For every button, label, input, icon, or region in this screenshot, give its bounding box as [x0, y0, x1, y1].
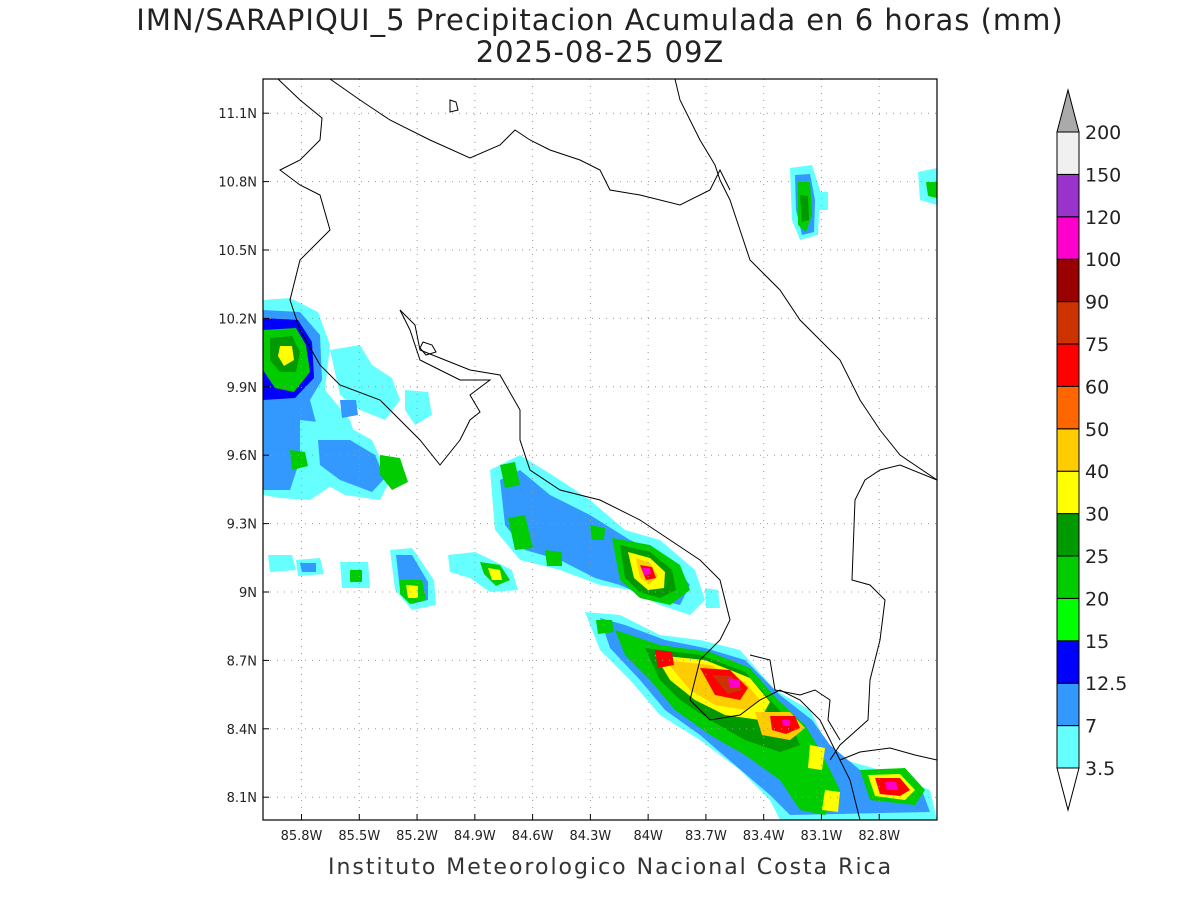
lat-tick-label: 10.8N: [218, 176, 257, 191]
legend-level-label: 50: [1085, 419, 1109, 441]
legend-level-label: 25: [1085, 546, 1109, 568]
legend-level-label: 15: [1085, 631, 1109, 653]
map-gridlines: [263, 79, 937, 820]
lat-tick-label: 8.4N: [227, 723, 257, 738]
legend-level-label: 40: [1085, 461, 1109, 483]
legend-color-box: [1056, 343, 1080, 387]
latitude-labels: 11.1N 10.8N 10.5N 10.2N 9.9N 9.6N 9.3N 9N 8.7N 8.…: [218, 107, 269, 806]
lon-tick-label: 82.8W: [858, 829, 900, 844]
legend-level-label: 7: [1085, 716, 1097, 738]
legend-color-box: [1056, 258, 1080, 303]
lon-tick-label: 84.9W: [454, 829, 496, 844]
legend-level-label: 100: [1085, 249, 1121, 271]
legend-color-box: [1056, 173, 1080, 218]
lat-tick-label: 9.3N: [227, 518, 257, 533]
legend-color-box: [1056, 301, 1080, 345]
legend-color-box: [1056, 597, 1080, 642]
lon-tick-label: 84.3W: [569, 829, 611, 844]
legend-color-box: [1056, 428, 1080, 472]
footer-credit: Instituto Meteorologico Nacional Costa R…: [328, 855, 894, 880]
legend-color-box: [1056, 555, 1080, 599]
legend-level-label: 3.5: [1085, 758, 1115, 780]
legend-level-label: 30: [1085, 504, 1109, 526]
legend-level-label: 150: [1085, 164, 1121, 186]
lat-tick-label: 11.1N: [218, 107, 257, 122]
lat-tick-label: 9.9N: [227, 381, 257, 396]
lon-tick-label: 83.4W: [743, 829, 785, 844]
longitude-labels: 85.8W 85.5W 85.2W 84.9W 84.6W 84.3W 84W 83.7W 83…: [281, 814, 900, 844]
legend-level-label: 75: [1085, 334, 1109, 356]
legend-color-box: [1056, 640, 1080, 684]
legend-color-box: [1056, 385, 1080, 430]
lat-tick-label: 10.2N: [218, 312, 257, 327]
lon-tick-label: 84.6W: [512, 829, 554, 844]
lon-tick-label: 85.8W: [281, 829, 323, 844]
legend-level-label: 200: [1085, 122, 1121, 144]
map-frame: [262, 78, 938, 821]
precip-cell-central-pacific: [490, 455, 705, 615]
legend-color-box: [1056, 216, 1080, 260]
legend-color-box: [1056, 513, 1080, 557]
legend-color-box: [1056, 682, 1080, 727]
legend-level-label: 20: [1085, 588, 1109, 610]
lat-tick-label: 8.1N: [227, 791, 257, 806]
precip-cell-guanacaste: [263, 298, 432, 500]
legend-color-box: [1056, 725, 1080, 769]
lon-tick-label: 83.7W: [685, 829, 727, 844]
legend-level-label: 120: [1085, 207, 1121, 229]
lat-tick-label: 9N: [239, 586, 257, 601]
precip-cell-caribbean: [790, 165, 937, 240]
title-line-2: 2025-08-25 09Z: [475, 35, 725, 69]
coastline-borders: [277, 79, 937, 820]
precip-cell-south-pacific: [585, 588, 937, 820]
lat-tick-label: 10.5N: [218, 244, 257, 259]
legend-color-box: [1056, 470, 1080, 515]
title-line-1: IMN/SARAPIQUI_5 Precipitacion Acumulada …: [136, 3, 1064, 37]
legend-level-label: 90: [1085, 292, 1109, 314]
lon-tick-label: 83.1W: [801, 829, 843, 844]
precip-cell-offshore-small: [268, 548, 518, 610]
lon-tick-label: 85.5W: [338, 829, 380, 844]
legend-color-box: [1056, 131, 1080, 175]
legend-level-label: 12.5: [1085, 673, 1127, 695]
lon-tick-label: 85.2W: [396, 829, 438, 844]
lon-tick-label: 84W: [633, 829, 663, 844]
legend-over-arrow: [1056, 88, 1080, 133]
legend-level-label: 60: [1085, 376, 1109, 398]
legend-under-arrow: [1056, 767, 1080, 812]
precipitation-field: [263, 165, 937, 820]
lat-tick-label: 9.6N: [227, 449, 257, 464]
lat-tick-label: 8.7N: [227, 654, 257, 669]
